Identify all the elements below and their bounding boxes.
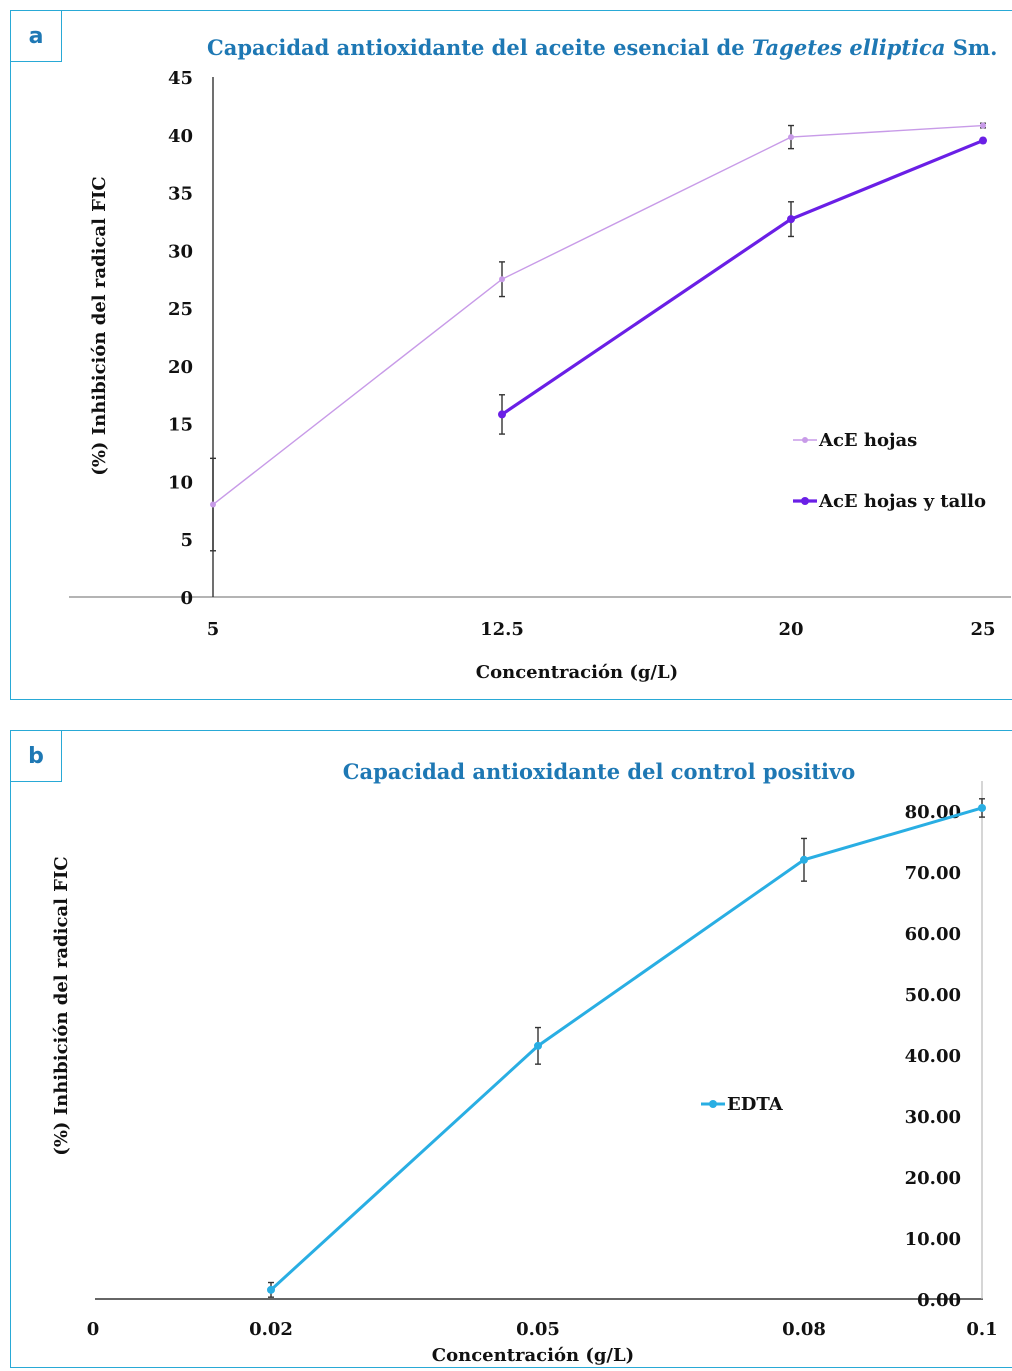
chart-b-x-tick-label: 0 xyxy=(87,1319,100,1340)
chart-a-point xyxy=(498,410,506,419)
chart-b-x-tick-label: 0.05 xyxy=(516,1319,560,1340)
chart-b-x-tick-label: 0.08 xyxy=(782,1319,826,1340)
chart-b-point xyxy=(978,803,986,812)
chart-a-point xyxy=(788,134,794,141)
chart-b-y-tick-label: 40.00 xyxy=(905,1046,961,1067)
chart-a-series-line-2 xyxy=(501,139,984,416)
chart-b-point xyxy=(267,1285,275,1294)
chart-b-series-line-1 xyxy=(269,806,983,1291)
chart-a-title: Capacidad antioxidante del aceite esenci… xyxy=(207,35,997,60)
chart-a-y-tick-label: 0 xyxy=(180,588,193,609)
chart-a-point xyxy=(210,501,216,508)
chart-b-x-tick-label: 0.1 xyxy=(966,1319,997,1340)
chart-a-x-tick-label: 12.5 xyxy=(480,619,524,640)
chart-a-point xyxy=(787,215,795,224)
chart-a-legend-label: AcE hojas y tallo xyxy=(818,491,986,512)
chart-a-y-tick-label: 30 xyxy=(168,241,193,262)
chart-b-y-tick-label: 0.00 xyxy=(917,1290,961,1311)
chart-b-y-tick-label: 10.00 xyxy=(905,1229,961,1250)
chart-a-y-tick-label: 40 xyxy=(168,126,193,147)
chart-a-point xyxy=(499,276,505,283)
chart-a-y-tick-label: 10 xyxy=(168,472,193,493)
chart-a-ylabel: (%) Inhibición del radical FIC xyxy=(89,176,110,475)
chart-b-svg: Capacidad antioxidante del control posit… xyxy=(51,759,998,1366)
chart-a-y-tick-label: 20 xyxy=(168,357,193,378)
chart-b-point xyxy=(800,855,808,864)
chart-b-title: Capacidad antioxidante del control posit… xyxy=(343,759,855,784)
chart-a-x-tick-label: 25 xyxy=(970,619,995,640)
chart-b-legend-label: EDTA xyxy=(727,1094,784,1115)
chart-panel-a: a Capacidad antioxidante del aceite esen… xyxy=(10,10,1012,700)
chart-a-y-tick-label: 45 xyxy=(168,68,193,89)
chart-b-ylabel: (%) Inhibición del radical FIC xyxy=(51,856,72,1155)
panel-label-a: a xyxy=(11,11,62,62)
chart-a-y-tick-label: 25 xyxy=(168,299,193,320)
chart-panel-b: b Capacidad antioxidante del control pos… xyxy=(10,730,1012,1368)
chart-a-point xyxy=(980,122,986,129)
chart-b-point xyxy=(534,1041,542,1050)
chart-b-xlabel: Concentración (g/L) xyxy=(432,1345,634,1366)
chart-b-y-tick-label: 70.00 xyxy=(905,863,961,884)
panel-label-b: b xyxy=(11,731,62,782)
chart-a-y-tick-label: 35 xyxy=(168,184,193,205)
chart-a-y-tick-label: 15 xyxy=(168,415,193,436)
chart-a-xlabel: Concentración (g/L) xyxy=(476,662,678,683)
chart-a-point xyxy=(979,136,987,145)
chart-a-x-tick-label: 5 xyxy=(207,619,220,640)
chart-a-y-tick-label: 5 xyxy=(180,530,193,551)
chart-b-y-tick-label: 30.00 xyxy=(905,1107,961,1128)
chart-a-legend-marker xyxy=(802,437,808,443)
chart-b-y-tick-label: 60.00 xyxy=(905,924,961,945)
chart-b-x-tick-label: 0.02 xyxy=(249,1319,293,1340)
chart-a-series-line-1 xyxy=(212,124,984,506)
chart-a-svg: Capacidad antioxidante del aceite esenci… xyxy=(69,35,1011,683)
chart-b-legend-marker xyxy=(709,1100,717,1108)
chart-a-legend-marker xyxy=(801,497,809,505)
chart-a-legend-label: AcE hojas xyxy=(818,430,917,451)
chart-a-legend-item-1: AcE hojas xyxy=(793,430,917,451)
chart-b-y-tick-label: 80.00 xyxy=(905,802,961,823)
chart-b-y-tick-label: 50.00 xyxy=(905,985,961,1006)
chart-b-y-tick-label: 20.00 xyxy=(905,1168,961,1189)
chart-a-legend-item-2: AcE hojas y tallo xyxy=(793,491,986,512)
chart-a-x-tick-label: 20 xyxy=(778,619,803,640)
chart-b-legend-item-1: EDTA xyxy=(701,1094,784,1115)
